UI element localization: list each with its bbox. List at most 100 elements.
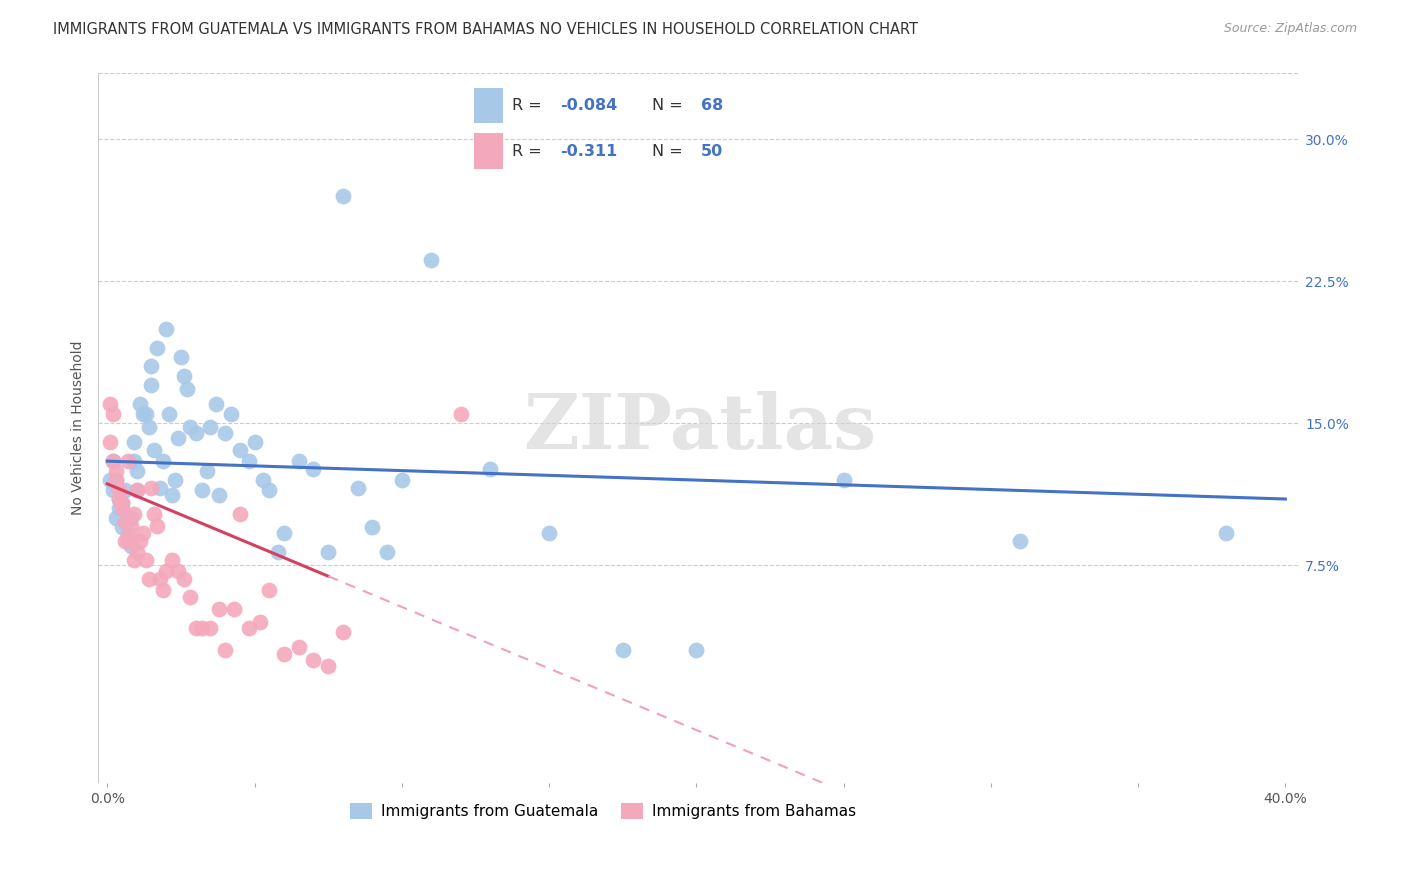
Point xyxy=(287,454,309,468)
Point xyxy=(612,643,634,657)
Point xyxy=(128,397,150,411)
Point xyxy=(214,643,236,657)
Point xyxy=(167,432,190,446)
Point xyxy=(160,552,183,566)
Point xyxy=(125,464,148,478)
Point xyxy=(120,518,142,533)
Point xyxy=(420,253,443,268)
Point xyxy=(361,520,384,534)
Point xyxy=(108,491,131,506)
Point xyxy=(120,533,142,548)
Point xyxy=(143,442,166,457)
Point xyxy=(105,511,128,525)
Point xyxy=(101,483,124,497)
Point xyxy=(200,621,222,635)
Point xyxy=(143,507,166,521)
Point xyxy=(117,530,139,544)
Point xyxy=(111,496,134,510)
Point xyxy=(149,481,172,495)
Point xyxy=(141,359,163,374)
Point xyxy=(208,488,231,502)
Point xyxy=(163,473,186,487)
Point xyxy=(222,602,245,616)
Point xyxy=(122,435,145,450)
Y-axis label: No Vehicles in Household: No Vehicles in Household xyxy=(72,341,86,516)
Point xyxy=(332,189,354,203)
Point xyxy=(160,488,183,502)
Point xyxy=(346,481,368,495)
Point xyxy=(200,420,222,434)
Point xyxy=(152,582,174,597)
Point xyxy=(273,526,295,541)
Point xyxy=(131,526,153,541)
Point xyxy=(120,540,142,554)
Point xyxy=(122,552,145,566)
Point xyxy=(152,454,174,468)
Point xyxy=(98,435,121,450)
Point xyxy=(1215,526,1237,541)
Point xyxy=(184,425,207,440)
Point xyxy=(238,454,260,468)
Point xyxy=(128,533,150,548)
Point xyxy=(135,552,157,566)
Point xyxy=(117,454,139,468)
Point xyxy=(122,454,145,468)
Point xyxy=(146,518,169,533)
Point xyxy=(391,473,413,487)
Point xyxy=(141,481,163,495)
Point xyxy=(120,511,142,525)
Legend: Immigrants from Guatemala, Immigrants from Bahamas: Immigrants from Guatemala, Immigrants fr… xyxy=(344,797,862,825)
Point xyxy=(111,496,134,510)
Point xyxy=(173,572,195,586)
Point xyxy=(117,533,139,548)
Point xyxy=(98,473,121,487)
Point xyxy=(450,407,472,421)
Point xyxy=(138,572,160,586)
Point xyxy=(229,507,252,521)
Point xyxy=(287,640,309,654)
Point xyxy=(111,501,134,516)
Point xyxy=(208,602,231,616)
Point xyxy=(302,461,325,475)
Point xyxy=(125,483,148,497)
Point xyxy=(101,454,124,468)
Point xyxy=(108,483,131,497)
Point xyxy=(267,545,290,559)
Point xyxy=(219,407,242,421)
Point xyxy=(214,425,236,440)
Point xyxy=(155,564,177,578)
Point xyxy=(170,350,193,364)
Point xyxy=(114,483,136,497)
Point xyxy=(375,545,398,559)
Text: ZIPatlas: ZIPatlas xyxy=(523,391,876,465)
Point xyxy=(243,435,266,450)
Point xyxy=(125,545,148,559)
Point xyxy=(249,615,271,629)
Point xyxy=(179,591,201,605)
Point xyxy=(332,624,354,639)
Point xyxy=(259,483,281,497)
Point xyxy=(238,621,260,635)
Point xyxy=(197,464,219,478)
Point xyxy=(108,501,131,516)
Point xyxy=(122,507,145,521)
Point xyxy=(259,582,281,597)
Point xyxy=(1010,533,1032,548)
Point xyxy=(832,473,855,487)
Point xyxy=(135,407,157,421)
Point xyxy=(105,464,128,478)
Point xyxy=(101,454,124,468)
Point xyxy=(179,420,201,434)
Point xyxy=(138,420,160,434)
Point xyxy=(101,407,124,421)
Point xyxy=(316,545,339,559)
Point xyxy=(146,341,169,355)
Point xyxy=(105,473,128,487)
Point xyxy=(190,483,212,497)
Point xyxy=(479,461,502,475)
Point xyxy=(167,564,190,578)
Point xyxy=(302,653,325,667)
Point xyxy=(149,572,172,586)
Point xyxy=(114,515,136,529)
Point xyxy=(155,321,177,335)
